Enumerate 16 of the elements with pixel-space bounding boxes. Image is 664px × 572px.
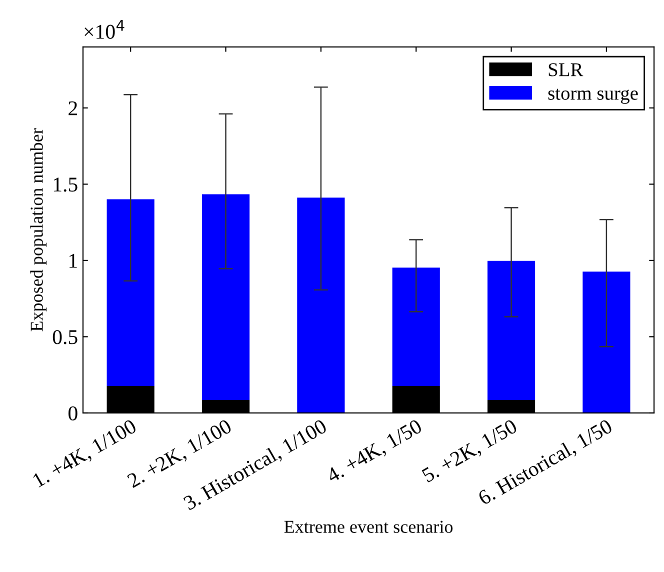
- bar: [106, 199, 154, 386]
- bar: [487, 260, 536, 400]
- bar: [297, 198, 345, 413]
- y-tick-label: 0: [68, 406, 78, 420]
- legend-label: SLR: [548, 63, 584, 76]
- bar: [392, 268, 440, 386]
- x-axis-title: Extreme event scenario: [284, 520, 453, 533]
- y-tick-label: 1.5: [54, 178, 78, 192]
- y-tick-label: 0.5: [52, 330, 78, 344]
- bar: [202, 194, 250, 400]
- bar: [582, 272, 630, 413]
- text: ×10$^{4}$: [84, 20, 124, 39]
- y-axis-title: Exposed population number: [30, 128, 47, 332]
- legend-label: storm surge: [548, 88, 638, 104]
- y-tick-label: 2: [68, 101, 77, 116]
- y-tick-label: 1: [70, 254, 77, 268]
